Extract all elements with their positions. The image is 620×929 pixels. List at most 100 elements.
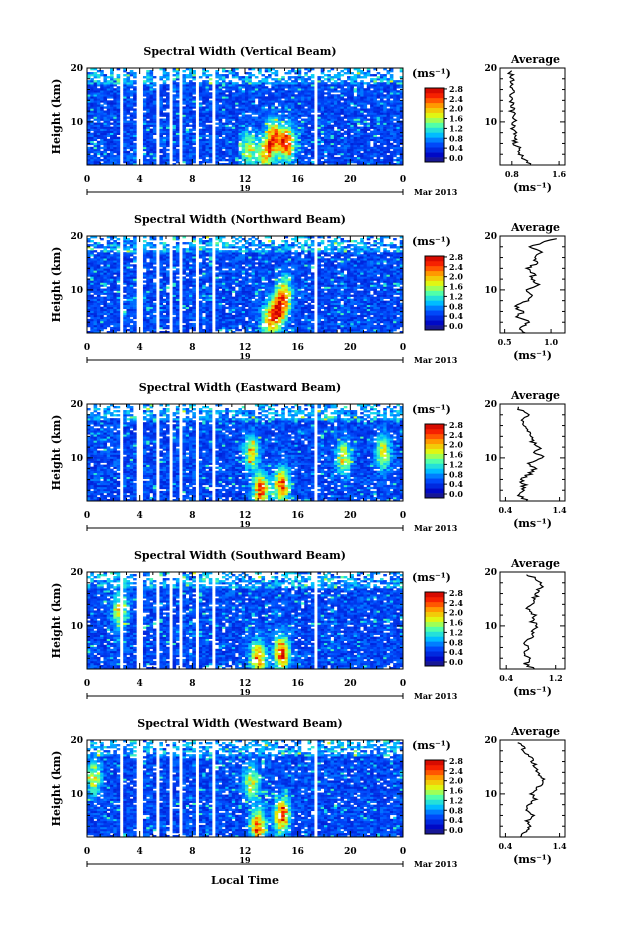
- heatmap-cell: [254, 160, 259, 164]
- heatmap-cell: [327, 120, 331, 123]
- heatmap-cell: [360, 80, 364, 83]
- heatmap-cell: [320, 114, 325, 117]
- heatmap-cell: [129, 74, 134, 77]
- colorbar-tick-label: 0.0: [449, 153, 463, 163]
- heatmap-cell: [383, 126, 387, 129]
- heatmap-cell: [87, 314, 91, 318]
- heatmap-cell: [90, 154, 94, 158]
- heatmap-cell: [126, 274, 131, 277]
- heatmap-cell: [106, 96, 111, 99]
- heatmap-cell: [221, 114, 226, 117]
- heatmap-cell: [363, 124, 368, 127]
- heatmap-cell: [353, 104, 358, 107]
- heatmap-cell: [330, 126, 335, 129]
- heatmap-cell: [152, 324, 157, 328]
- heatmap-cell: [172, 306, 177, 310]
- heatmap-cell: [268, 146, 272, 150]
- heatmap-cell: [126, 120, 131, 123]
- heatmap-cell: [166, 130, 170, 133]
- heatmap-cell: [337, 100, 341, 103]
- heatmap-cell: [87, 240, 91, 243]
- heatmap-cell: [366, 148, 371, 152]
- heatmap-cell: [383, 86, 387, 89]
- heatmap-cell: [248, 90, 252, 93]
- heatmap-cell: [294, 98, 298, 101]
- heatmap-cell: [93, 264, 98, 267]
- heatmap-cell: [123, 82, 127, 85]
- heatmap-cell: [87, 238, 91, 241]
- heatmap-cell: [373, 96, 377, 99]
- heatmap-cell: [264, 146, 269, 150]
- heatmap-cell: [264, 142, 269, 146]
- heatmap-cell: [149, 296, 154, 299]
- heatmap-cell: [90, 316, 94, 320]
- heatmap-cell: [324, 78, 328, 81]
- heatmap-cell: [297, 92, 302, 95]
- heatmap-cell: [320, 132, 325, 135]
- heatmap-cell: [189, 296, 193, 299]
- heatmap-cell: [208, 86, 213, 89]
- heatmap-cell: [192, 304, 196, 308]
- heatmap-cell: [373, 136, 377, 140]
- heatmap-cell: [277, 160, 282, 164]
- heatmap-cell: [202, 88, 206, 91]
- heatmap-cell: [123, 260, 127, 263]
- heatmap-cell: [96, 116, 101, 119]
- heatmap-cell: [152, 96, 157, 99]
- heatmap-cell: [123, 70, 127, 73]
- heatmap-cell: [271, 96, 275, 99]
- heatmap-cell: [215, 152, 219, 156]
- heatmap-cell: [347, 138, 351, 142]
- heatmap-cell: [310, 106, 315, 109]
- heatmap-cell: [396, 122, 401, 125]
- heatmap-cell: [202, 318, 206, 322]
- heatmap-cell: [159, 140, 164, 144]
- heatmap-cell: [149, 94, 154, 97]
- heatmap-cell: [146, 80, 150, 83]
- heatmap-cell: [241, 112, 246, 115]
- heatmap-cell: [379, 114, 384, 117]
- heatmap-cell: [353, 146, 358, 150]
- heatmap-cell: [350, 128, 354, 131]
- heatmap-cell: [261, 126, 266, 129]
- heatmap-cell: [126, 308, 131, 312]
- heatmap-cell: [304, 90, 308, 93]
- heatmap-cell: [110, 250, 114, 253]
- heatmap-cell: [126, 144, 131, 148]
- heatmap-cell: [175, 308, 180, 312]
- heatmap-cell: [235, 152, 239, 156]
- heatmap-cell: [248, 156, 252, 160]
- heatmap-cell: [90, 128, 94, 131]
- heatmap-cell: [304, 98, 308, 101]
- heatmap-cell: [90, 132, 94, 135]
- heatmap-cell: [96, 260, 101, 263]
- heatmap-cell: [159, 264, 164, 267]
- heatmap-cell: [324, 84, 328, 87]
- heatmap-cell: [133, 148, 137, 152]
- heatmap-cell: [343, 126, 348, 129]
- heatmap-cell: [103, 86, 108, 89]
- heatmap-cell: [192, 136, 196, 140]
- heatmap-cell: [373, 122, 377, 125]
- heatmap-cell: [383, 130, 387, 133]
- heatmap-cell: [304, 150, 308, 154]
- heatmap-cell: [366, 74, 371, 77]
- heatmap-cell: [393, 140, 397, 144]
- heatmap-cell: [110, 270, 114, 273]
- heatmap-cell: [90, 110, 94, 113]
- heatmap-cell: [261, 114, 266, 117]
- heatmap-cell: [343, 120, 348, 123]
- heatmap-cell: [281, 146, 285, 150]
- heatmap-cell: [189, 298, 193, 301]
- heatmap-cell: [281, 126, 285, 129]
- heatmap-cell: [373, 100, 377, 103]
- heatmap-cell: [268, 118, 272, 121]
- heatmap-cell: [393, 124, 397, 127]
- heatmap-cell: [300, 84, 305, 87]
- heatmap-cell: [146, 70, 150, 73]
- heatmap-cell: [277, 118, 282, 121]
- heatmap-cell: [96, 306, 101, 310]
- heatmap-cell: [106, 246, 111, 249]
- heatmap-cell: [360, 104, 364, 107]
- heatmap-cell: [261, 106, 266, 109]
